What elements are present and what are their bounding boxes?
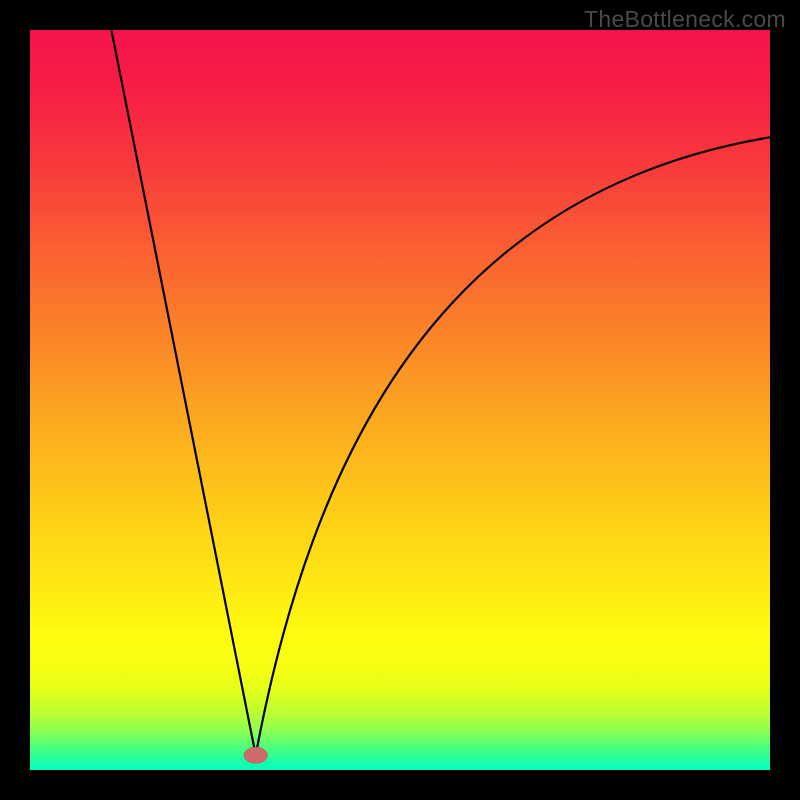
watermark-text: TheBottleneck.com xyxy=(584,6,786,33)
bottleneck-curve-chart xyxy=(30,30,770,770)
minimum-marker xyxy=(244,747,268,763)
plot-area xyxy=(30,30,770,770)
gradient-background xyxy=(30,30,770,770)
chart-frame: TheBottleneck.com xyxy=(0,0,800,800)
